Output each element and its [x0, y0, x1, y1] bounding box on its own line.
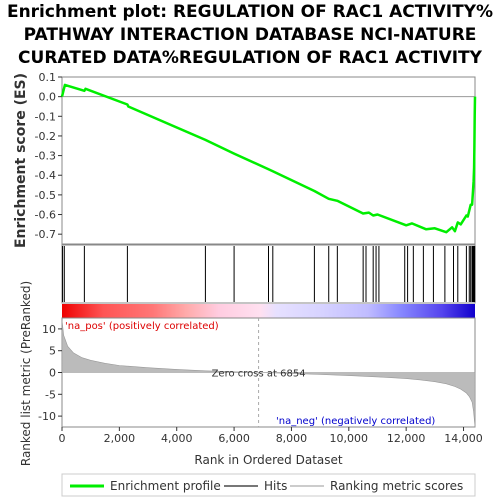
- metric-ylabel: Ranked list metric (PreRanked): [19, 281, 33, 466]
- es-plot-frame: [61, 76, 476, 245]
- zero-cross-label: Zero cross at 6854: [212, 369, 306, 380]
- ranking-metric-area: [61, 320, 476, 428]
- es-ytick-label: -0.7: [35, 228, 56, 241]
- legend: Enrichment profile Hits Ranking metric sco…: [61, 473, 476, 497]
- chart-title-line-3: CURATED DATA%REGULATION OF RAC1 ACTIVITY: [18, 48, 482, 68]
- es-ytick-label: -0.1: [35, 110, 56, 123]
- es-ylabel: Enrichment score (ES): [13, 73, 29, 248]
- x-axis-label: Rank in Ordered Dataset: [194, 453, 342, 467]
- es-panel: 0.1 0.0 -0.1 -0.2 -0.3 -0.4 -0.5 -0.6 -0.7 Enrich…: [13, 71, 477, 248]
- metric-ytick-label: -10: [38, 410, 56, 423]
- metric-ytick-label: 5: [49, 345, 56, 358]
- xtick-label: 2,000: [104, 432, 136, 445]
- xtick-label: 6,000: [218, 432, 250, 445]
- legend-item-label: Ranking metric scores: [330, 479, 463, 493]
- metric-panel: 10 5 0 -5 -10 Zero cross at 6854 'na_pos' (pos…: [19, 281, 476, 466]
- es-ytick-label: -0.4: [35, 169, 56, 182]
- metric-ytick-label: 0: [49, 367, 56, 380]
- es-ytick-label: -0.3: [35, 150, 56, 163]
- legend-item-label: Enrichment profile: [110, 479, 221, 493]
- enrichment-profile-line: [60, 83, 477, 234]
- legend-frame: [61, 473, 476, 497]
- xtick-label: 4,000: [161, 432, 193, 445]
- chart-title-line-1: Enrichment plot: REGULATION OF RAC1 ACTI…: [6, 2, 494, 22]
- metric-ytick-label: 10: [42, 323, 56, 336]
- es-ytick-label: 0.0: [39, 91, 57, 104]
- rank-gradient-bar: [62, 304, 475, 318]
- xtick-label: 12,000: [387, 432, 426, 445]
- es-ytick-label: 0.1: [39, 71, 57, 84]
- xtick-label: 10,000: [330, 432, 369, 445]
- es-ytick-label: -0.6: [35, 209, 56, 222]
- xtick-label: 8,000: [276, 432, 308, 445]
- rank-gradient-rect: [62, 304, 475, 318]
- metric-ytick-label: -5: [45, 388, 56, 401]
- xtick-label: 0: [59, 432, 66, 445]
- chart-title-line-2: PATHWAY INTERACTION DATABASE NCI-NATURE: [23, 25, 477, 45]
- legend-item-label: Hits: [264, 479, 287, 493]
- neg-correlated-label: 'na_neg' (negatively correlated): [276, 416, 435, 427]
- xtick-label: 14,000: [444, 432, 483, 445]
- x-axis: 0 2,000 4,000 6,000 8,000 10,000 12,000 14,000 R…: [59, 427, 483, 467]
- es-ytick-label: -0.5: [35, 189, 56, 202]
- es-ytick-label: -0.2: [35, 130, 56, 143]
- hits-panel: [61, 244, 476, 304]
- pos-correlated-label: 'na_pos' (positively correlated): [65, 321, 219, 332]
